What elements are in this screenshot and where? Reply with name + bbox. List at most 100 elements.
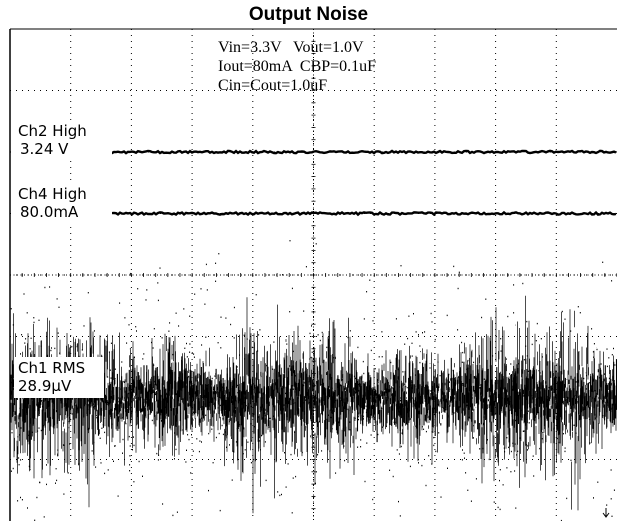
noise-dot bbox=[592, 351, 594, 353]
noise-dot bbox=[564, 447, 566, 449]
noise-dot bbox=[482, 447, 484, 450]
noise-dot bbox=[129, 348, 131, 350]
noise-dot bbox=[294, 391, 296, 393]
noise-dot bbox=[467, 489, 469, 491]
noise-dot bbox=[470, 500, 472, 502]
noise-dot bbox=[93, 330, 95, 332]
noise-dot bbox=[40, 345, 42, 347]
noise-dot bbox=[243, 401, 245, 404]
noise-dot bbox=[168, 389, 170, 392]
noise-dot bbox=[11, 381, 13, 384]
noise-dot bbox=[142, 475, 143, 477]
ch2-value: 3.24 V bbox=[20, 140, 69, 158]
noise-dot bbox=[211, 428, 213, 430]
flat-traces bbox=[110, 149, 617, 217]
noise-dot bbox=[190, 472, 192, 474]
noise-dot bbox=[100, 462, 102, 464]
noise-dot bbox=[417, 412, 418, 414]
noise-dot bbox=[503, 422, 505, 424]
noise-dot bbox=[606, 365, 608, 368]
noise-dot bbox=[311, 351, 313, 353]
noise-dot bbox=[458, 271, 460, 273]
noise-dot bbox=[408, 379, 410, 381]
noise-dot bbox=[565, 411, 567, 413]
noise-dot bbox=[604, 373, 605, 375]
noise-dot bbox=[536, 322, 538, 325]
noise-dot bbox=[107, 469, 109, 471]
noise-dot bbox=[510, 363, 512, 365]
noise-dot bbox=[292, 477, 294, 479]
noise-dot bbox=[483, 416, 485, 418]
noise-dot bbox=[326, 346, 328, 349]
noise-dot bbox=[517, 450, 519, 452]
noise-dot bbox=[169, 322, 171, 324]
noise-dot bbox=[43, 516, 45, 518]
noise-dot bbox=[527, 410, 529, 412]
noise-dot bbox=[453, 412, 455, 414]
noise-dot bbox=[330, 416, 332, 419]
noise-dot bbox=[291, 512, 293, 514]
noise-dot bbox=[138, 460, 140, 463]
noise-dot bbox=[122, 452, 123, 454]
noise-dot bbox=[427, 391, 429, 394]
noise-dot bbox=[335, 472, 337, 474]
noise-dot bbox=[366, 291, 368, 293]
noise-dot bbox=[394, 421, 396, 424]
noise-dot bbox=[577, 401, 579, 403]
noise-dot bbox=[364, 480, 366, 483]
noise-dot bbox=[389, 469, 391, 471]
noise-dot bbox=[400, 445, 402, 448]
noise-dot bbox=[19, 434, 20, 436]
noise-dot bbox=[370, 434, 372, 436]
noise-dot bbox=[355, 377, 356, 380]
noise-dot bbox=[76, 344, 78, 346]
noise-dot bbox=[149, 413, 151, 415]
noise-dot bbox=[512, 442, 514, 444]
noise-dot bbox=[237, 384, 239, 387]
noise-dot bbox=[400, 265, 402, 267]
noise-dot bbox=[20, 496, 21, 499]
noise-dot bbox=[174, 458, 175, 460]
noise-dot bbox=[129, 445, 131, 447]
noise-dot bbox=[132, 449, 133, 451]
noise-dot bbox=[499, 508, 501, 511]
noise-dot bbox=[494, 400, 495, 403]
noise-dot bbox=[407, 337, 409, 340]
noise-dot bbox=[172, 353, 174, 356]
noise-dot bbox=[114, 368, 116, 370]
noise-dot bbox=[575, 432, 577, 434]
noise-dot bbox=[219, 509, 221, 512]
noise-dot bbox=[93, 441, 95, 444]
noise-dot bbox=[151, 341, 152, 344]
noise-dot bbox=[577, 306, 579, 308]
noise-dot bbox=[215, 262, 217, 264]
noise-dot bbox=[243, 334, 245, 336]
noise-dot bbox=[54, 347, 56, 350]
noise-dot bbox=[95, 466, 97, 468]
noise-dot bbox=[526, 412, 528, 415]
noise-dot bbox=[330, 387, 332, 390]
noise-dot bbox=[397, 368, 399, 371]
noise-dot bbox=[317, 334, 319, 336]
noise-dot bbox=[507, 315, 509, 318]
noise-dot bbox=[305, 266, 307, 268]
noise-dot bbox=[552, 383, 554, 385]
noise-dot bbox=[385, 425, 387, 428]
noise-dot bbox=[212, 462, 214, 464]
noise-dot bbox=[448, 373, 450, 376]
noise-dot bbox=[253, 458, 255, 461]
noise-dot bbox=[319, 339, 321, 342]
noise-dot bbox=[462, 383, 464, 385]
noise-dot bbox=[434, 407, 435, 410]
noise-dot bbox=[164, 416, 166, 418]
noise-dot bbox=[205, 336, 207, 338]
noise-dot bbox=[143, 353, 145, 355]
noise-dot bbox=[317, 454, 319, 456]
noise-dot bbox=[259, 440, 261, 442]
noise-dot bbox=[19, 407, 21, 409]
noise-dot bbox=[598, 377, 600, 379]
noise-dot bbox=[18, 464, 20, 466]
noise-dot bbox=[159, 267, 161, 269]
condition-line-1: Vin=3.3V Vout=1.0V bbox=[218, 39, 364, 56]
